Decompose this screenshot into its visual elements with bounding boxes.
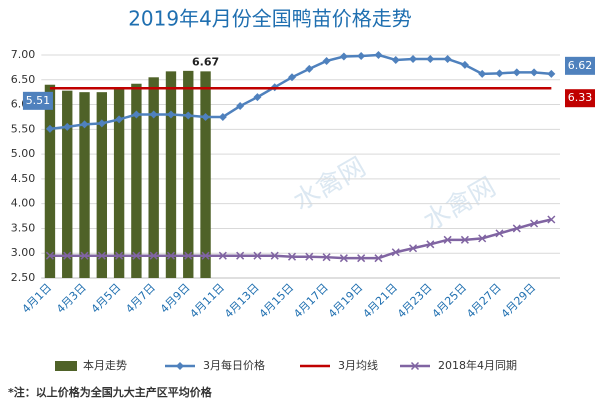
- bar: [131, 83, 142, 279]
- y-tick-label: 7.00: [11, 48, 36, 61]
- value-label: 6.67: [192, 55, 219, 68]
- point-marker: [63, 122, 72, 131]
- y-tick-label: 5.50: [11, 122, 36, 135]
- point-marker: [409, 244, 418, 253]
- bar: [183, 70, 194, 278]
- point-marker: [63, 251, 72, 260]
- y-tick-label: 3.50: [11, 221, 36, 234]
- point-marker: [97, 251, 106, 260]
- point-marker: [547, 215, 556, 224]
- point-marker: [512, 68, 521, 77]
- point-marker: [339, 254, 348, 263]
- value-label: 5.51: [26, 94, 51, 107]
- point-marker: [478, 69, 487, 78]
- bar: [200, 71, 211, 278]
- value-label: 6.62: [568, 59, 593, 72]
- bar: [165, 71, 177, 278]
- point-marker: [426, 240, 435, 249]
- point-marker: [115, 251, 124, 260]
- point-marker: [478, 234, 487, 243]
- point-marker: [426, 54, 435, 63]
- point-marker: [97, 119, 106, 128]
- legend-swatch: [55, 361, 77, 371]
- point-marker: [218, 112, 227, 121]
- value-label-box: [565, 56, 595, 75]
- bar: [148, 77, 159, 278]
- legend-label: 本月走势: [83, 358, 127, 372]
- footnote: *注：以上价格为全国九大主产区平均价格: [8, 385, 213, 399]
- chart-title: 2019年4月份全国鸭苗价格走势: [128, 7, 412, 31]
- point-marker: [460, 60, 469, 69]
- bar: [113, 87, 125, 278]
- series-line: [49, 218, 552, 260]
- bar: [96, 92, 108, 279]
- point-marker: [236, 251, 245, 260]
- y-tick-label: 3.00: [11, 246, 36, 259]
- point-marker: [288, 73, 297, 82]
- point-marker: [166, 251, 176, 260]
- point-marker: [305, 64, 314, 73]
- point-marker: [322, 56, 331, 65]
- legend-label: 2018年4月同期: [438, 358, 517, 372]
- point-marker: [236, 102, 245, 111]
- point-marker: [374, 51, 383, 59]
- legend-marker: [176, 362, 184, 370]
- bar: [44, 84, 56, 278]
- point-marker: [409, 54, 418, 63]
- point-marker: [357, 51, 366, 60]
- value-label-box: [22, 91, 53, 110]
- legend-label: 3月每日价格: [203, 358, 265, 372]
- bar: [62, 90, 73, 279]
- point-marker: [184, 251, 193, 260]
- y-tick-label: 4.00: [11, 197, 36, 210]
- point-marker: [80, 251, 89, 260]
- y-tick-label: 5.00: [11, 147, 36, 160]
- point-marker: [166, 110, 175, 119]
- point-marker: [45, 251, 54, 260]
- point-marker: [512, 224, 521, 233]
- point-marker: [184, 111, 193, 120]
- point-marker: [547, 69, 556, 78]
- point-marker: [530, 219, 539, 228]
- point-marker: [357, 254, 366, 263]
- point-marker: [115, 115, 124, 124]
- point-marker: [45, 124, 54, 133]
- legend-marker: [410, 361, 420, 371]
- value-label: 6.33: [568, 91, 593, 104]
- point-marker: [270, 251, 279, 260]
- point-marker: [443, 54, 452, 63]
- point-marker: [339, 52, 348, 61]
- point-marker: [460, 235, 469, 244]
- point-marker: [391, 55, 400, 64]
- point-marker: [305, 252, 314, 261]
- y-tick-label: 4.50: [11, 172, 36, 185]
- point-marker: [495, 69, 504, 78]
- point-marker: [322, 253, 331, 262]
- point-marker: [443, 235, 452, 244]
- point-marker: [218, 251, 227, 260]
- point-marker: [253, 93, 262, 102]
- bar: [79, 92, 90, 279]
- y-tick-label: 6.50: [11, 73, 36, 86]
- point-marker: [495, 229, 504, 238]
- point-marker: [374, 254, 383, 263]
- point-marker: [132, 251, 141, 260]
- point-marker: [391, 248, 400, 257]
- point-marker: [253, 251, 262, 260]
- value-label-box: [565, 89, 595, 108]
- legend-label: 3月均线: [338, 358, 378, 372]
- point-marker: [149, 110, 158, 119]
- y-tick-label: 2.50: [11, 271, 36, 284]
- point-marker: [149, 251, 158, 260]
- point-marker: [132, 110, 141, 119]
- point-marker: [201, 112, 210, 121]
- point-marker: [530, 68, 539, 77]
- point-marker: [201, 251, 210, 260]
- point-marker: [80, 120, 89, 129]
- point-marker: [287, 252, 297, 261]
